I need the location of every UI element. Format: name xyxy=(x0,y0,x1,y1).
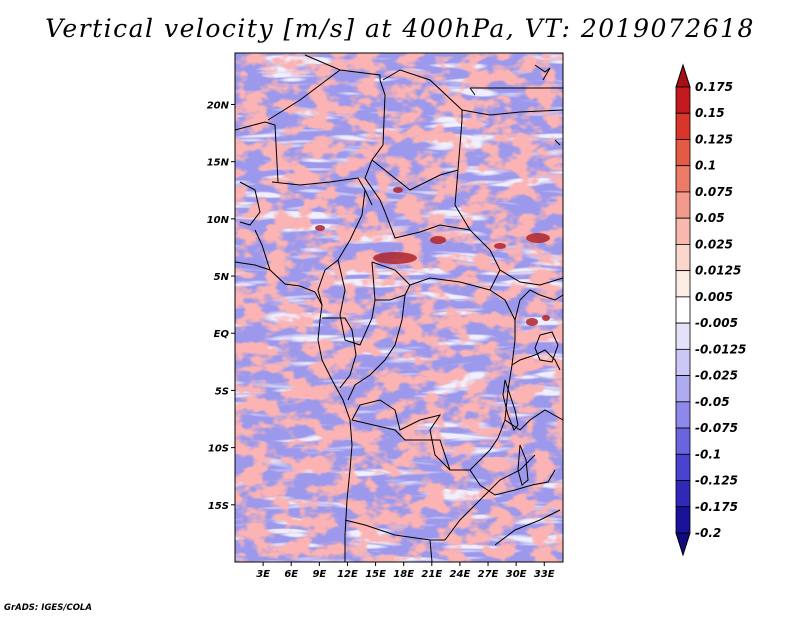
colorbar-label: 0.1 xyxy=(695,159,716,173)
lon-tick-label: 24E xyxy=(450,569,471,580)
lon-tick-label: 33E xyxy=(534,569,555,580)
longitude-axis: 3E 6E 9E 12E 15E 18E 21E 24E 27E 30E 33E xyxy=(256,562,555,580)
chart-title: Vertical velocity [m/s] at 400hPa, VT: 2… xyxy=(45,14,755,43)
colorbar-bin xyxy=(675,217,691,245)
lat-tick-label: 10N xyxy=(207,215,230,226)
lon-tick-label: 15E xyxy=(365,569,386,580)
lon-tick-label: 30E xyxy=(506,569,527,580)
colorbar-label: 0.025 xyxy=(695,237,733,251)
lat-tick-label: 5N xyxy=(214,272,230,283)
colorbar-label: -0.025 xyxy=(695,369,738,383)
colorbar-label: 0.005 xyxy=(695,290,733,304)
colorbar-label: -0.005 xyxy=(695,316,738,330)
colorbar: 0.175 0.15 0.125 0.1 0.075 0.05 0.025 0.0125 0.0… xyxy=(675,63,746,557)
colorbar-bin xyxy=(675,348,691,376)
colorbar-label: -0.0125 xyxy=(695,342,746,356)
strong-updraft-patches xyxy=(315,187,550,326)
colorbar-bin xyxy=(675,375,691,403)
lat-tick-label: 20N xyxy=(207,100,230,111)
colorbar-bin xyxy=(675,506,691,534)
colorbar-label: -0.05 xyxy=(695,395,730,409)
colorbar-label: -0.2 xyxy=(695,526,721,540)
colorbar-bin xyxy=(675,480,691,508)
lon-tick-label: 9E xyxy=(312,569,326,580)
colorbar-label: -0.1 xyxy=(695,447,721,461)
colorbar-label: 0.175 xyxy=(695,80,733,94)
colorbar-label: 0.15 xyxy=(695,106,725,120)
colorbar-label: -0.175 xyxy=(695,500,738,514)
colorbar-bin xyxy=(675,112,691,140)
colorbar-label: 0.05 xyxy=(695,211,725,225)
political-borders xyxy=(234,54,564,563)
lat-tick-label: 15S xyxy=(208,501,229,512)
colorbar-bin xyxy=(675,191,691,219)
lon-tick-label: 21E xyxy=(421,569,442,580)
colorbar-label: -0.075 xyxy=(695,421,738,435)
lon-tick-label: 6E xyxy=(284,569,298,580)
colorbar-bin xyxy=(675,453,691,481)
colorbar-bin xyxy=(675,139,691,167)
colorbar-max-arrow xyxy=(675,63,691,88)
colorbar-bin xyxy=(675,165,691,193)
latitude-axis: 20N 15N 10N 5N EQ 5S 10S 15S xyxy=(207,100,235,512)
map-panel xyxy=(234,52,564,563)
map-frame xyxy=(234,52,564,563)
colorbar-bin xyxy=(675,296,691,324)
colorbar-bin xyxy=(675,270,691,298)
colorbar-bin xyxy=(675,401,691,429)
lat-tick-label: 10S xyxy=(208,444,229,455)
colorbar-label: -0.125 xyxy=(695,474,738,488)
lat-tick-label: 15N xyxy=(207,158,230,169)
colorbar-bin xyxy=(675,322,691,350)
lon-tick-label: 12E xyxy=(337,569,358,580)
lon-tick-label: 18E xyxy=(393,569,414,580)
colorbar-min-arrow xyxy=(675,532,691,557)
footer-credit: GrADS: IGES/COLA xyxy=(4,603,92,613)
colorbar-bin xyxy=(675,427,691,455)
colorbar-label: 0.125 xyxy=(695,132,733,146)
lat-tick-label: EQ xyxy=(214,329,230,340)
colorbar-label: 0.0125 xyxy=(695,264,741,278)
lon-tick-label: 27E xyxy=(478,569,499,580)
field-positive-areas xyxy=(235,53,563,562)
colorbar-label: 0.075 xyxy=(695,185,733,199)
lon-tick-label: 3E xyxy=(256,569,270,580)
colorbar-bin xyxy=(675,244,691,272)
colorbar-bin xyxy=(675,86,691,114)
lat-tick-label: 5S xyxy=(215,386,229,397)
